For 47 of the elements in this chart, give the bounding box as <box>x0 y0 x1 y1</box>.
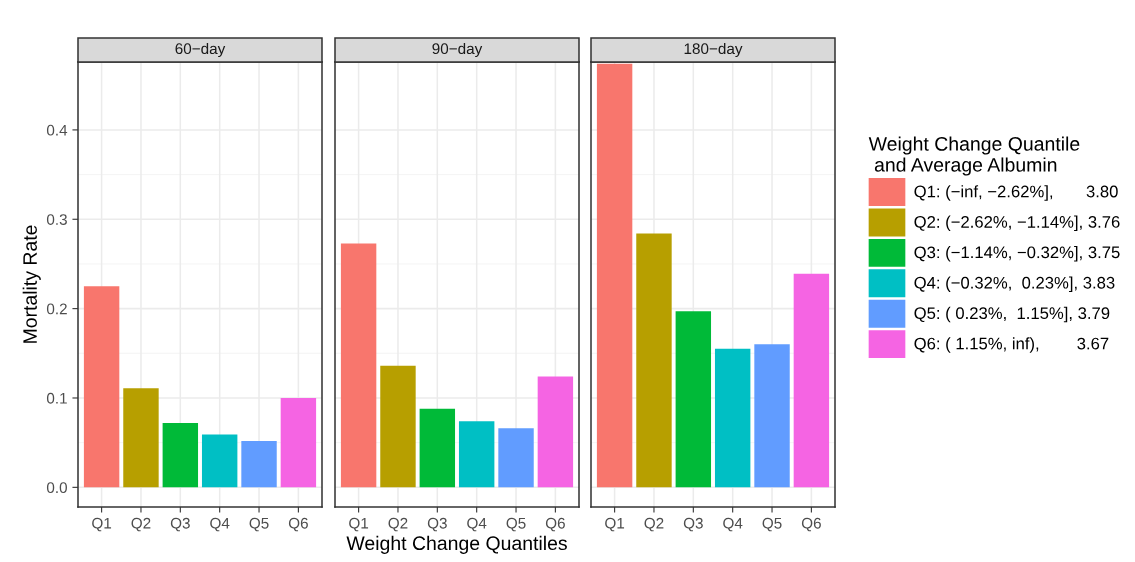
legend-label: Q2: (−2.62%, −1.14%], 3.76 <box>914 215 1120 232</box>
x-tick-label: Q4 <box>467 517 487 532</box>
x-tick-label: Q1 <box>349 517 369 532</box>
legend-title: Weight Change Quantile and Average Albumin <box>868 136 1080 176</box>
x-tick-label: Q4 <box>210 517 230 532</box>
chart-title: 90−day <box>432 42 483 58</box>
legend-label: Q4: (−0.32%, 0.23%], 3.83 <box>914 276 1115 292</box>
x-tick-label: Q2 <box>644 517 664 532</box>
x-tick-label: Q2 <box>131 517 151 532</box>
x-tick-label: Q3 <box>683 517 703 532</box>
chart-title: 180−day <box>684 42 743 58</box>
x-axis-title: Weight Change Quantiles <box>346 535 567 554</box>
legend-label: Q3: (−1.14%, −0.32%], 3.75 <box>914 245 1120 262</box>
legend-label: Q6: ( 1.15%, inf), 3.67 <box>914 337 1109 353</box>
legend-label: Q5: ( 0.23%, 1.15%], 3.79 <box>914 306 1110 323</box>
bar <box>241 440 277 488</box>
x-tick-label: Q3 <box>427 517 447 532</box>
bar <box>340 243 377 488</box>
y-axis-title: Mortality Rate <box>22 225 41 343</box>
x-tick-label: Q4 <box>723 517 743 532</box>
y-tick-label: 0.0 <box>46 482 67 494</box>
y-tick-label: 0.2 <box>46 303 67 315</box>
x-tick-label: Q5 <box>506 517 526 532</box>
bar <box>537 376 574 488</box>
x-tick-label: Q1 <box>605 517 625 532</box>
x-tick-label: Q5 <box>249 517 269 532</box>
bar <box>201 434 238 488</box>
y-tick-label: 0.1 <box>46 392 67 404</box>
bar <box>83 286 120 488</box>
bar <box>280 397 317 488</box>
x-tick-label: Q6 <box>801 517 821 532</box>
x-tick-label: Q1 <box>92 517 112 532</box>
bar <box>419 408 456 488</box>
bar <box>162 423 199 488</box>
x-tick-label: Q2 <box>388 517 408 532</box>
chart-title: 60−day <box>175 42 226 58</box>
bar <box>123 388 159 488</box>
x-tick-label: Q5 <box>762 517 782 532</box>
legend-label: Q1: (−inf, −2.62%], 3.80 <box>914 185 1118 201</box>
y-tick-label: 0.3 <box>46 214 67 225</box>
x-tick-label: Q3 <box>170 517 190 532</box>
x-tick-label: Q6 <box>545 517 565 532</box>
bar <box>458 421 495 488</box>
bar <box>380 365 416 488</box>
y-tick-label: 0.4 <box>46 124 68 136</box>
bar <box>498 428 534 488</box>
x-tick-label: Q6 <box>288 517 308 532</box>
